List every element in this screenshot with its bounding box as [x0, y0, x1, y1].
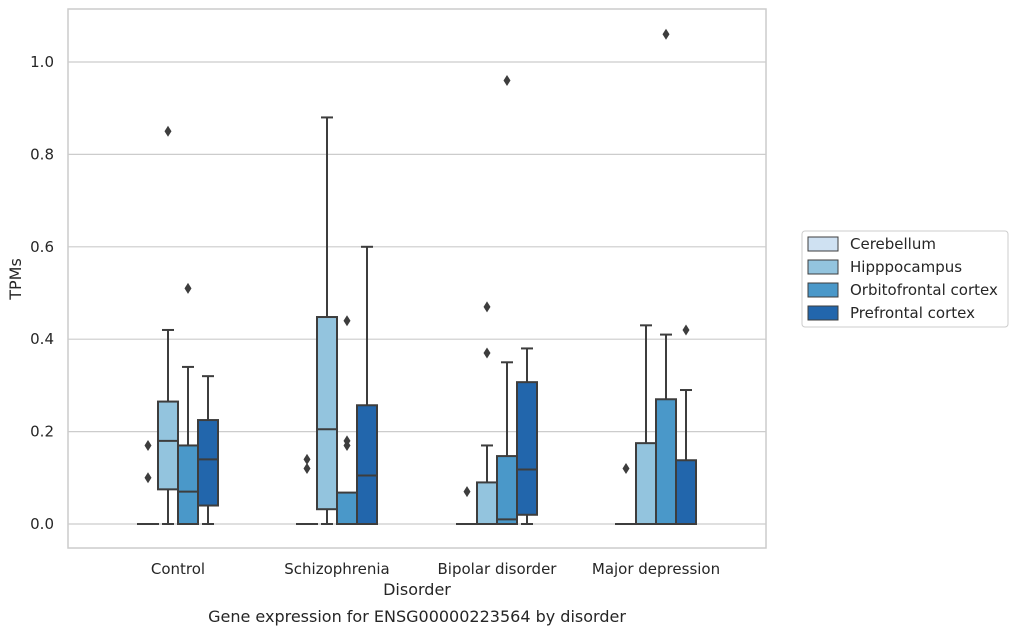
outlier-point — [144, 472, 152, 484]
x-tick-label: Bipolar disorder — [438, 560, 558, 578]
box — [516, 347, 538, 525]
outlier-point — [463, 486, 471, 498]
box — [336, 315, 358, 526]
box — [456, 486, 478, 526]
outlier-point — [184, 282, 192, 294]
legend-label: Cerebellum — [850, 235, 936, 253]
outlier-point — [343, 435, 351, 447]
box-body — [655, 398, 677, 526]
box-body — [336, 491, 358, 526]
legend-swatch — [807, 282, 839, 298]
box — [356, 245, 378, 525]
chart-title: Gene expression for ENSG00000223564 by d… — [208, 607, 626, 626]
box — [675, 324, 697, 525]
box — [157, 125, 179, 525]
x-axis-title: Disorder — [383, 580, 451, 599]
x-tick-label: Control — [151, 560, 205, 578]
legend-label: Orbitofrontal cortex — [850, 281, 998, 299]
series-prefrontal-cortex — [197, 245, 697, 525]
y-axis-title: TPMs — [6, 258, 25, 301]
x-tick-label: Major depression — [592, 560, 720, 578]
plot-area-frame — [67, 8, 767, 549]
box-body — [157, 400, 179, 491]
legend-label: Prefrontal cortex — [850, 304, 975, 322]
box — [137, 439, 159, 526]
outlier-point — [682, 324, 690, 336]
box — [476, 301, 498, 526]
y-tick-label: 0.6 — [30, 238, 54, 256]
outlier-point — [303, 463, 311, 475]
outlier-point — [662, 28, 670, 40]
box — [296, 453, 318, 526]
box-body — [675, 459, 697, 525]
box — [177, 282, 199, 525]
x-axis-ticks: Control Schizophrenia Bipolar disorder Majo… — [151, 560, 720, 578]
box-body — [177, 444, 199, 525]
box-body — [516, 381, 538, 516]
legend-label: Hipppocampus — [850, 258, 962, 276]
box-body — [316, 316, 338, 511]
box-body — [356, 404, 378, 525]
box-series-layer — [137, 28, 697, 526]
y-tick-label: 0.0 — [30, 515, 54, 533]
y-tick-label: 0.4 — [30, 330, 54, 348]
box-body — [197, 419, 219, 507]
x-tick-label: Schizophrenia — [284, 560, 389, 578]
y-axis-ticks: 0.0 0.2 0.4 0.6 0.8 1.0 — [30, 53, 54, 533]
box — [655, 28, 677, 526]
box — [197, 375, 219, 525]
series-hipppocampus — [157, 116, 657, 526]
legend-frame — [801, 230, 1009, 328]
outlier-point — [144, 439, 152, 451]
box-body — [635, 442, 657, 525]
outlier-point — [483, 347, 491, 359]
y-tick-label: 0.2 — [30, 423, 54, 441]
outlier-point — [503, 74, 511, 86]
box-body — [496, 455, 518, 525]
legend-swatch — [807, 236, 839, 252]
box — [635, 324, 657, 525]
outlier-point — [164, 125, 172, 137]
y-tick-label: 1.0 — [30, 53, 54, 71]
legend: Cerebellum Hipppocampus Orbitofrontal cort… — [801, 230, 1009, 328]
box — [496, 74, 518, 525]
legend-swatch — [807, 305, 839, 321]
outlier-point — [303, 453, 311, 465]
series-orbitofrontal-cortex — [177, 28, 677, 526]
y-tick-label: 0.8 — [30, 145, 54, 163]
outlier-point — [622, 463, 630, 475]
box — [615, 463, 637, 526]
legend-swatch — [807, 259, 839, 275]
box — [316, 116, 338, 525]
outlier-point — [343, 315, 351, 327]
outlier-point — [483, 301, 491, 313]
box-body — [476, 481, 498, 526]
